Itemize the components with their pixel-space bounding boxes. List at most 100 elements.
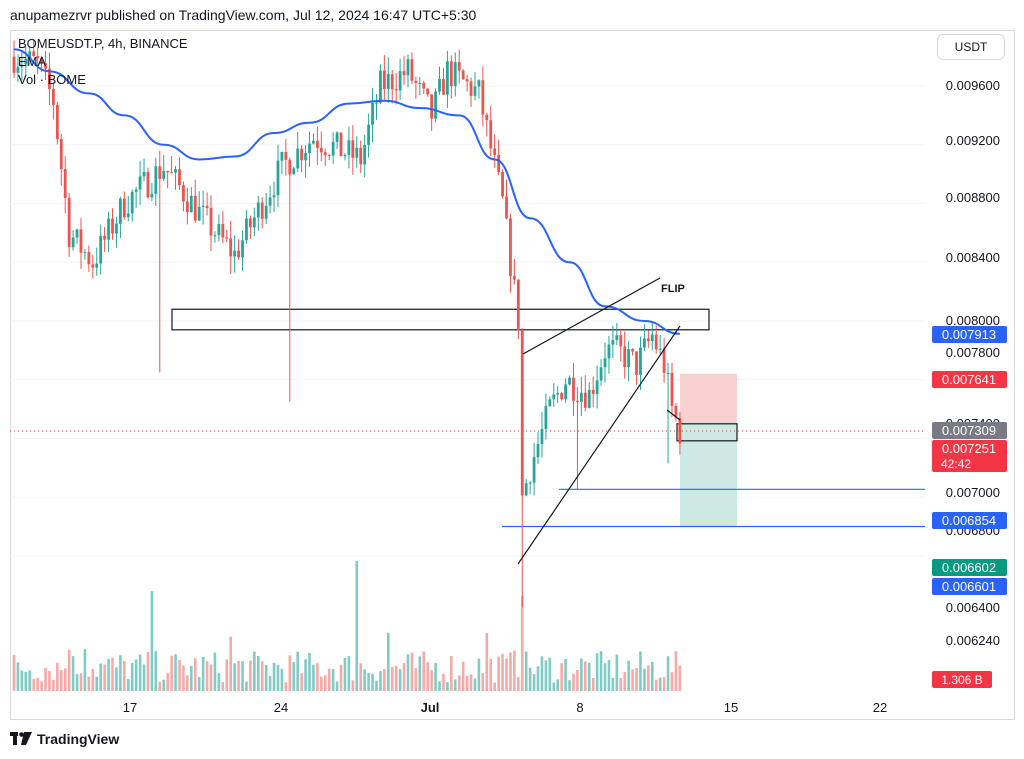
- candle-body[interactable]: [520, 330, 524, 496]
- candle-body[interactable]: [426, 88, 430, 95]
- candle-body[interactable]: [158, 166, 162, 179]
- candle-body[interactable]: [418, 82, 422, 84]
- candle-body[interactable]: [509, 218, 512, 276]
- candle-body[interactable]: [103, 235, 107, 240]
- entry-box[interactable]: [676, 423, 738, 442]
- candle-body[interactable]: [560, 392, 564, 400]
- candle-body[interactable]: [477, 80, 481, 87]
- footer-brand[interactable]: TradingView: [10, 731, 119, 747]
- candle-body[interactable]: [201, 205, 205, 207]
- wedge-lower-trendline[interactable]: [517, 325, 681, 565]
- candle-body[interactable]: [111, 218, 114, 234]
- candle-body[interactable]: [654, 334, 658, 350]
- price-label-target[interactable]: 0.006602: [932, 559, 1007, 576]
- candle-body[interactable]: [501, 171, 504, 197]
- candle-body[interactable]: [272, 195, 276, 198]
- candle-body[interactable]: [540, 428, 544, 445]
- candle-body[interactable]: [150, 193, 154, 198]
- candle-body[interactable]: [355, 147, 359, 158]
- candle-body[interactable]: [489, 120, 493, 149]
- candle-body[interactable]: [319, 147, 323, 153]
- candle-body[interactable]: [516, 279, 520, 331]
- candle-body[interactable]: [367, 124, 370, 145]
- candle-body[interactable]: [528, 482, 532, 484]
- candle-body[interactable]: [185, 201, 189, 213]
- candle-body[interactable]: [363, 144, 367, 165]
- candle-body[interactable]: [63, 169, 67, 198]
- legend-ema[interactable]: EMA: [18, 54, 47, 69]
- chart-frame[interactable]: [10, 30, 1015, 720]
- candle-body[interactable]: [414, 80, 418, 84]
- stop-loss-zone[interactable]: [680, 373, 737, 423]
- candle-body[interactable]: [406, 59, 410, 76]
- candle-body[interactable]: [134, 189, 138, 192]
- price-label-ema[interactable]: 0.007913: [932, 326, 1007, 343]
- candle-body[interactable]: [670, 372, 674, 406]
- flip-zone-rectangle[interactable]: [171, 308, 710, 331]
- candle-body[interactable]: [552, 394, 556, 400]
- candle-body[interactable]: [493, 148, 497, 155]
- candle-body[interactable]: [461, 70, 465, 80]
- candle-body[interactable]: [434, 91, 437, 119]
- candle-body[interactable]: [71, 237, 75, 248]
- candle-body[interactable]: [457, 62, 461, 71]
- candle-body[interactable]: [438, 78, 441, 92]
- candle-body[interactable]: [576, 400, 579, 402]
- candle-body[interactable]: [386, 74, 390, 89]
- candle-body[interactable]: [532, 457, 536, 483]
- candle-body[interactable]: [225, 237, 229, 239]
- candle-body[interactable]: [579, 392, 583, 402]
- candle-body[interactable]: [130, 191, 134, 214]
- candle-body[interactable]: [591, 389, 595, 394]
- candle-body[interactable]: [430, 94, 434, 119]
- candle-body[interactable]: [83, 251, 87, 253]
- candle-body[interactable]: [142, 171, 146, 177]
- candle-body[interactable]: [650, 334, 654, 342]
- candle-body[interactable]: [99, 235, 103, 264]
- candle-body[interactable]: [599, 367, 603, 381]
- candle-body[interactable]: [619, 335, 623, 347]
- candle-body[interactable]: [20, 64, 24, 68]
- candle-body[interactable]: [548, 399, 552, 406]
- candle-body[interactable]: [473, 86, 477, 96]
- candle-body[interactable]: [12, 56, 16, 73]
- candle-body[interactable]: [568, 377, 571, 385]
- candle-body[interactable]: [327, 155, 331, 157]
- candle-body[interactable]: [209, 208, 213, 236]
- candle-body[interactable]: [331, 141, 335, 156]
- candle-body[interactable]: [166, 170, 170, 173]
- candle-body[interactable]: [217, 224, 221, 236]
- candle-body[interactable]: [410, 59, 414, 81]
- candle-body[interactable]: [252, 217, 256, 228]
- candle-body[interactable]: [197, 206, 201, 221]
- candle-body[interactable]: [245, 218, 248, 241]
- candle-body[interactable]: [446, 61, 449, 95]
- candle-body[interactable]: [59, 139, 63, 170]
- candle-body[interactable]: [182, 185, 185, 202]
- price-label-entry[interactable]: 0.007309: [932, 422, 1007, 439]
- candle-body[interactable]: [481, 80, 485, 115]
- candle-body[interactable]: [312, 140, 315, 144]
- candle-body[interactable]: [122, 198, 126, 218]
- candle-body[interactable]: [469, 81, 473, 96]
- candle-body[interactable]: [241, 240, 244, 258]
- price-label-stop[interactable]: 0.007641: [932, 371, 1007, 388]
- candle-body[interactable]: [52, 89, 55, 105]
- candle-body[interactable]: [284, 151, 288, 160]
- candle-body[interactable]: [264, 205, 268, 219]
- candle-body[interactable]: [256, 202, 260, 218]
- candle-body[interactable]: [174, 169, 177, 173]
- candle-body[interactable]: [339, 132, 343, 157]
- candle-body[interactable]: [497, 154, 501, 172]
- candle-body[interactable]: [126, 213, 130, 218]
- candle-body[interactable]: [162, 170, 166, 179]
- candle-body[interactable]: [115, 223, 118, 234]
- candle-body[interactable]: [453, 62, 457, 87]
- candle-body[interactable]: [390, 74, 394, 90]
- candle-body[interactable]: [465, 79, 469, 82]
- candle-body[interactable]: [485, 114, 489, 121]
- candle-body[interactable]: [375, 102, 378, 104]
- candle-body[interactable]: [87, 251, 91, 265]
- candle-body[interactable]: [237, 250, 240, 258]
- candle-body[interactable]: [91, 264, 95, 268]
